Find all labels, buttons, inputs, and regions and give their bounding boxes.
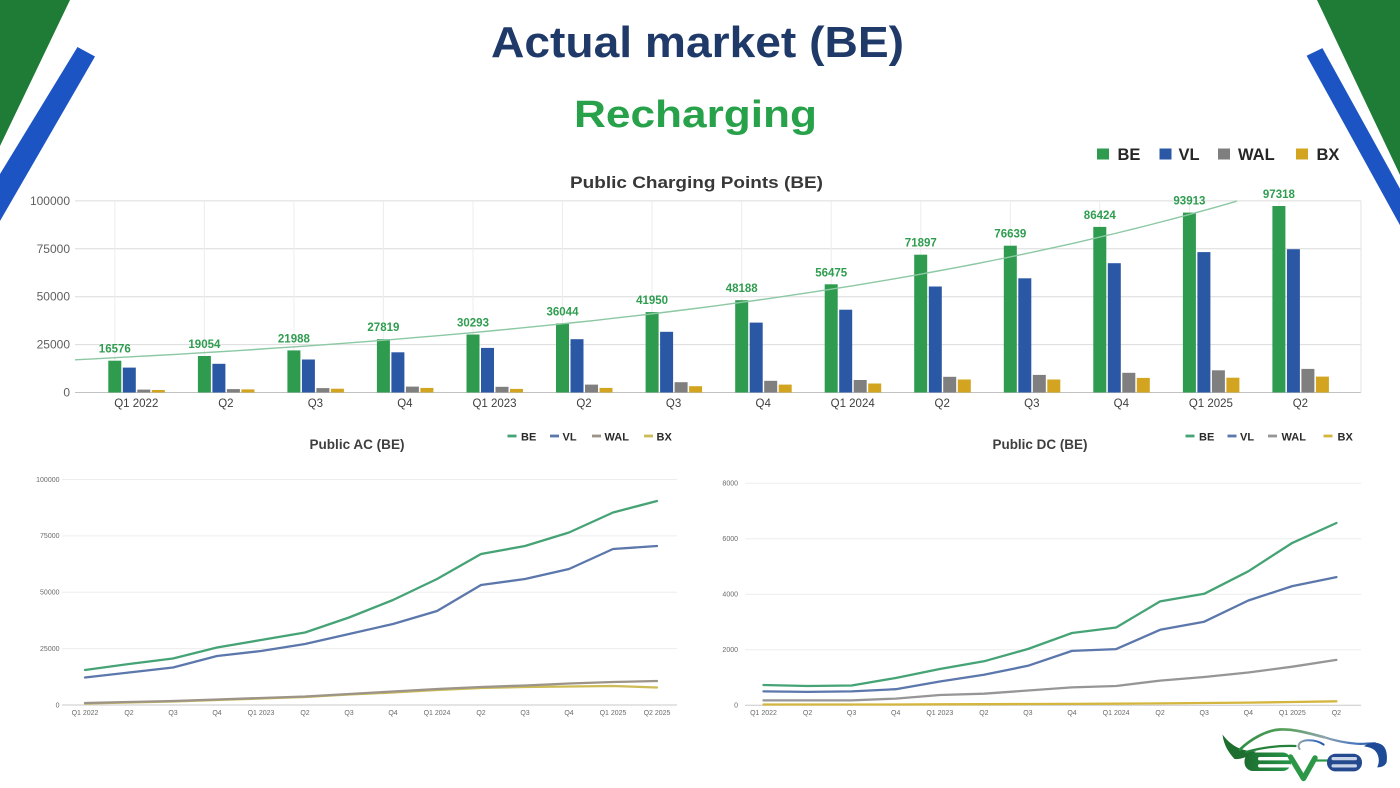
svg-text:50000: 50000 <box>40 590 60 597</box>
svg-text:Q4: Q4 <box>397 398 413 410</box>
svg-text:Q4: Q4 <box>1114 398 1130 410</box>
svg-text:VL: VL <box>1240 432 1254 444</box>
svg-text:WAL: WAL <box>1238 146 1275 164</box>
svg-text:100000: 100000 <box>30 194 70 208</box>
svg-text:75000: 75000 <box>40 533 60 540</box>
svg-text:56475: 56475 <box>815 267 848 279</box>
svg-text:8000: 8000 <box>722 481 738 488</box>
svg-text:Q4: Q4 <box>891 710 900 717</box>
svg-text:Q3: Q3 <box>344 710 353 717</box>
svg-text:BX: BX <box>1338 432 1354 444</box>
svg-text:19054: 19054 <box>188 339 221 351</box>
svg-text:Q3: Q3 <box>1200 710 1209 717</box>
svg-text:36044: 36044 <box>547 306 580 318</box>
svg-text:Q3: Q3 <box>168 710 177 717</box>
svg-text:VL: VL <box>563 432 577 444</box>
svg-text:Q2: Q2 <box>124 710 133 717</box>
svg-text:Q4: Q4 <box>1067 710 1076 717</box>
svg-text:Q1 2025: Q1 2025 <box>1189 398 1233 410</box>
svg-text:Q4: Q4 <box>756 398 772 410</box>
svg-text:93913: 93913 <box>1173 196 1205 208</box>
svg-text:Q2: Q2 <box>300 710 309 717</box>
svg-text:4000: 4000 <box>722 592 738 599</box>
svg-text:6000: 6000 <box>722 536 738 543</box>
svg-text:2000: 2000 <box>722 647 738 654</box>
svg-text:BE: BE <box>1118 146 1141 164</box>
svg-text:50000: 50000 <box>37 290 71 304</box>
svg-text:Q2: Q2 <box>1293 398 1308 410</box>
svg-text:Q3: Q3 <box>1024 398 1039 410</box>
svg-text:30293: 30293 <box>457 318 489 330</box>
svg-text:Q1 2025: Q1 2025 <box>1279 710 1306 717</box>
svg-text:41950: 41950 <box>636 295 668 307</box>
svg-text:Public DC (BE): Public DC (BE) <box>993 437 1088 452</box>
svg-text:Q3: Q3 <box>666 398 681 410</box>
svg-text:Q2: Q2 <box>803 710 812 717</box>
svg-text:Q2: Q2 <box>1155 710 1164 717</box>
svg-text:76639: 76639 <box>994 229 1026 241</box>
svg-text:Q4: Q4 <box>1244 710 1253 717</box>
svg-text:25000: 25000 <box>37 338 71 352</box>
svg-text:Q2: Q2 <box>979 710 988 717</box>
svg-text:Q3: Q3 <box>1023 710 1032 717</box>
svg-text:Q3: Q3 <box>520 710 529 717</box>
svg-text:Recharging: Recharging <box>574 94 817 136</box>
svg-text:25000: 25000 <box>40 646 60 653</box>
svg-text:Q1 2023: Q1 2023 <box>248 710 275 717</box>
svg-text:Q1 2025: Q1 2025 <box>600 710 627 717</box>
svg-text:16576: 16576 <box>99 344 131 356</box>
svg-text:Q1 2024: Q1 2024 <box>1103 710 1130 717</box>
svg-text:Public Charging Points (BE): Public Charging Points (BE) <box>570 173 823 192</box>
svg-text:Public AC (BE): Public AC (BE) <box>310 437 405 452</box>
svg-text:Q4: Q4 <box>212 710 221 717</box>
svg-text:BX: BX <box>1317 146 1340 164</box>
svg-text:0: 0 <box>63 386 70 400</box>
svg-text:BX: BX <box>657 432 673 444</box>
svg-text:Q2: Q2 <box>218 398 233 410</box>
svg-text:100000: 100000 <box>36 477 59 484</box>
svg-text:97318: 97318 <box>1263 189 1296 201</box>
svg-text:Q2 2025: Q2 2025 <box>644 710 671 717</box>
svg-text:71897: 71897 <box>905 238 937 250</box>
svg-text:Q3: Q3 <box>847 710 856 717</box>
svg-text:VL: VL <box>1179 146 1200 164</box>
svg-text:Q1 2023: Q1 2023 <box>472 398 516 410</box>
svg-text:Q4: Q4 <box>388 710 397 717</box>
svg-text:BE: BE <box>521 432 536 444</box>
svg-text:Q1 2022: Q1 2022 <box>750 710 777 717</box>
svg-text:86424: 86424 <box>1084 210 1117 222</box>
svg-text:0: 0 <box>56 702 60 709</box>
svg-text:WAL: WAL <box>1282 432 1307 444</box>
svg-text:Q1 2023: Q1 2023 <box>926 710 953 717</box>
svg-text:Actual market (BE): Actual market (BE) <box>491 18 904 67</box>
svg-text:Q1 2022: Q1 2022 <box>114 398 158 410</box>
svg-text:Q2: Q2 <box>476 710 485 717</box>
svg-text:Q2: Q2 <box>576 398 591 410</box>
svg-text:BE: BE <box>1199 432 1214 444</box>
svg-text:75000: 75000 <box>37 242 71 256</box>
svg-text:48188: 48188 <box>726 283 759 295</box>
svg-text:Q2: Q2 <box>1332 710 1341 717</box>
svg-text:Q2: Q2 <box>935 398 950 410</box>
svg-text:Q3: Q3 <box>308 398 323 410</box>
svg-text:27819: 27819 <box>367 322 399 334</box>
svg-text:Q1 2024: Q1 2024 <box>424 710 451 717</box>
svg-text:Q1 2022: Q1 2022 <box>72 710 99 717</box>
svg-text:Q1 2024: Q1 2024 <box>831 398 876 410</box>
svg-text:WAL: WAL <box>605 432 630 444</box>
svg-text:Q4: Q4 <box>564 710 573 717</box>
svg-text:21988: 21988 <box>278 333 311 345</box>
svg-text:0: 0 <box>734 703 738 710</box>
